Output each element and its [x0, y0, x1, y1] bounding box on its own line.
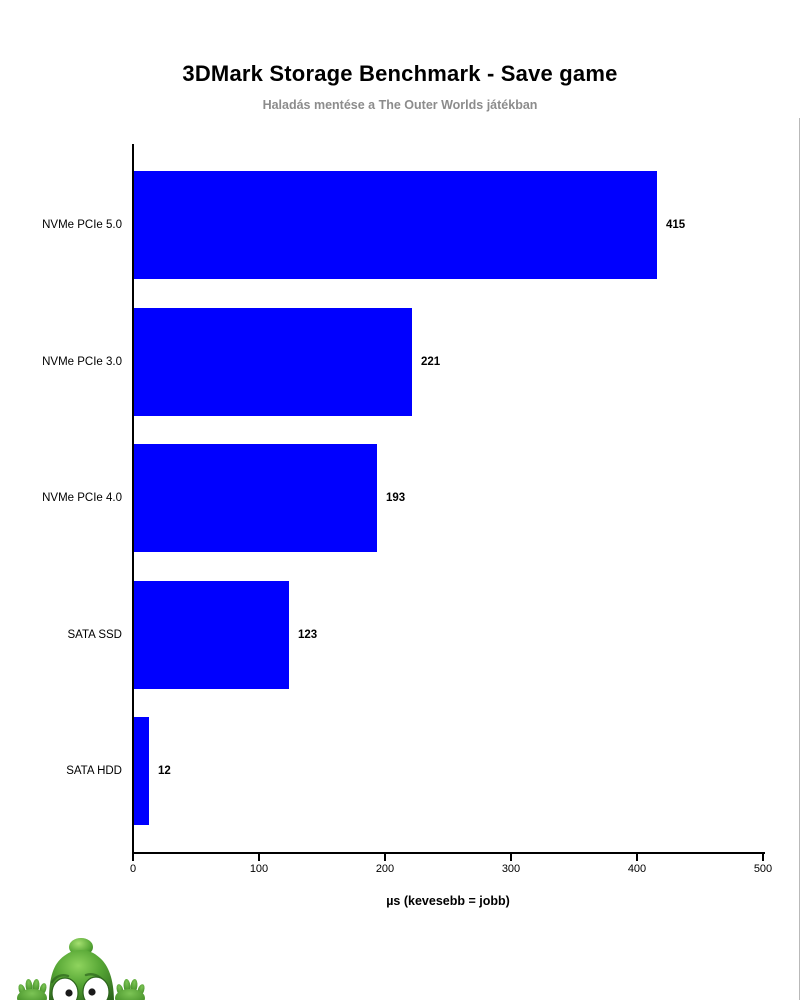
bar-nvme-pcie-5-0 — [134, 171, 657, 279]
x-tick-mark — [258, 853, 260, 861]
x-tick-mark — [132, 853, 134, 861]
x-tick-mark — [384, 853, 386, 861]
mascot-left-hand — [17, 979, 47, 1000]
category-label: NVMe PCIe 5.0 — [42, 219, 122, 231]
value-label: 221 — [421, 356, 441, 368]
value-label: 123 — [298, 629, 318, 641]
chart-subtitle: Haladás mentése a The Outer Worlds játék… — [262, 98, 538, 112]
x-tick-label: 400 — [627, 863, 647, 875]
category-label: SATA SSD — [67, 629, 122, 641]
bar-nvme-pcie-3-0 — [134, 308, 412, 416]
x-tick-label: 100 — [249, 863, 269, 875]
value-label: 193 — [386, 492, 406, 504]
x-axis-line — [132, 852, 765, 854]
mascot-eyes — [51, 976, 110, 1000]
ipon-mascot-alien — [17, 938, 145, 1000]
x-tick-label: 0 — [129, 863, 137, 875]
x-tick-mark — [510, 853, 512, 861]
mascot-right-hand — [115, 979, 145, 1000]
value-label: 12 — [158, 765, 171, 777]
value-label: 415 — [666, 219, 686, 231]
y-axis-line — [132, 144, 134, 854]
bar-sata-ssd — [134, 581, 289, 689]
x-tick-label: 300 — [501, 863, 521, 875]
chart-title: 3DMark Storage Benchmark - Save game — [182, 61, 618, 86]
x-tick-label: 200 — [375, 863, 395, 875]
bar-nvme-pcie-4-0 — [134, 444, 377, 552]
x-tick-mark — [762, 853, 764, 861]
x-axis-label: µs (kevesebb = jobb) — [386, 894, 510, 908]
x-tick-label: 500 — [753, 863, 773, 875]
category-label: SATA HDD — [66, 765, 122, 777]
category-label: NVMe PCIe 3.0 — [42, 356, 122, 368]
category-label: NVMe PCIe 4.0 — [42, 492, 122, 504]
bar-sata-hdd — [134, 717, 149, 825]
x-tick-mark — [636, 853, 638, 861]
